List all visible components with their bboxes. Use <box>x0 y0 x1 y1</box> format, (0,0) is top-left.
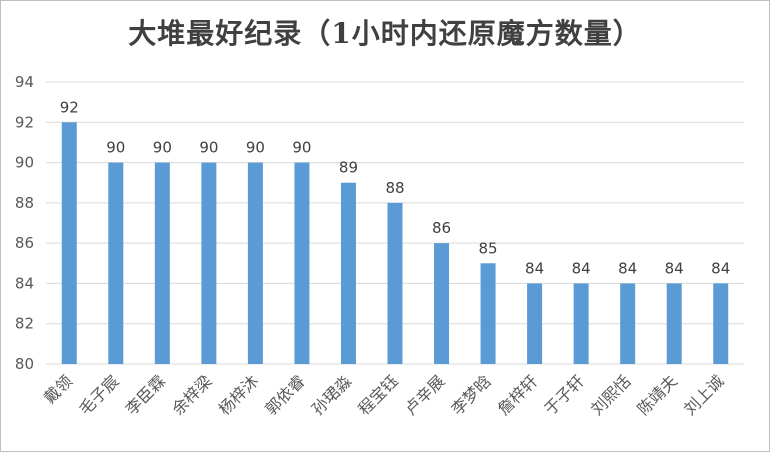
x-tick-label: 詹梓轩 <box>494 371 541 418</box>
x-tick-label: 孙珺淼 <box>308 371 355 418</box>
y-tick-label: 80 <box>15 355 34 373</box>
y-tick-label: 94 <box>15 73 34 91</box>
x-tick-label: 毛子宸 <box>75 371 122 418</box>
bar <box>480 263 496 364</box>
y-tick-label: 92 <box>15 113 34 131</box>
bar <box>527 283 543 364</box>
bar <box>666 283 682 364</box>
data-label: 84 <box>525 259 544 277</box>
bar <box>713 283 729 364</box>
bar <box>201 162 217 364</box>
data-label: 85 <box>479 239 498 257</box>
bar <box>247 162 263 364</box>
data-label: 86 <box>432 219 451 237</box>
data-label: 90 <box>199 139 218 157</box>
x-tick-label: 郭依睿 <box>261 371 308 418</box>
x-tick-label: 李臣霖 <box>122 371 169 418</box>
y-tick-label: 84 <box>15 274 34 292</box>
x-tick-label: 卢辛展 <box>401 371 448 418</box>
bar <box>154 162 170 364</box>
data-label: 90 <box>292 139 311 157</box>
data-label: 90 <box>153 139 172 157</box>
y-tick-label: 88 <box>15 194 34 212</box>
y-tick-label: 82 <box>15 315 34 333</box>
data-label: 88 <box>385 179 404 197</box>
x-tick-label: 于子轩 <box>541 371 588 418</box>
data-label: 84 <box>618 259 637 277</box>
x-tick-label: 戴领 <box>40 371 76 407</box>
chart-title: 大堆最好纪录（1小时内还原魔方数量） <box>128 17 642 50</box>
bar <box>573 283 589 364</box>
x-tick-label: 刘上诚 <box>680 371 727 418</box>
bar <box>434 243 450 364</box>
bar <box>387 202 403 364</box>
data-label: 84 <box>572 259 591 277</box>
bar <box>620 283 636 364</box>
bar <box>61 122 77 365</box>
x-tick-label: 余梓梁 <box>168 371 215 418</box>
x-tick-label: 杨梓沐 <box>215 371 262 418</box>
x-tick-label: 陈靖夫 <box>634 371 681 418</box>
bar <box>340 182 356 364</box>
x-tick-label: 李梦晗 <box>448 371 495 418</box>
y-tick-label: 86 <box>15 234 34 252</box>
x-tick-label: 刘熙恬 <box>587 371 634 418</box>
y-tick-label: 90 <box>15 154 34 172</box>
data-label: 84 <box>665 259 684 277</box>
data-label: 90 <box>246 139 265 157</box>
data-label: 90 <box>106 139 125 157</box>
data-label: 92 <box>60 98 79 116</box>
data-label: 84 <box>711 259 730 277</box>
data-label: 89 <box>339 159 358 177</box>
bar <box>108 162 124 364</box>
x-tick-label: 程宝钰 <box>354 371 401 418</box>
bar <box>294 162 310 364</box>
